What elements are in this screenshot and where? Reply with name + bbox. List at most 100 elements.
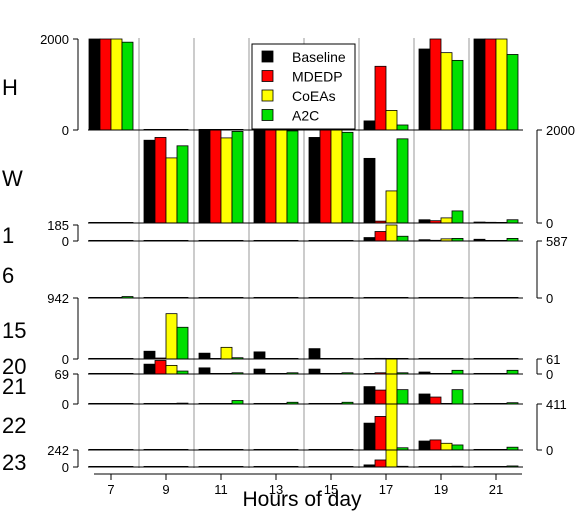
y-tick-label-H-1: 2000	[40, 32, 69, 47]
bar-W-9-mdedp	[154, 137, 167, 224]
x-tick-label-19: 19	[434, 482, 448, 497]
bar-W-17-baseline	[363, 157, 376, 224]
x-tick-label-15: 15	[324, 482, 338, 497]
bar-20-15-baseline	[308, 368, 321, 375]
y-tick-label-1-0: 0	[62, 234, 69, 249]
bar-15-11-coeas	[220, 346, 233, 360]
bar-21-11-a2c	[231, 400, 244, 405]
bar-22-17-coeas	[385, 403, 398, 451]
panel-label-W: W	[2, 166, 23, 191]
legend-swatch-a2c	[261, 109, 274, 121]
bar-H-19-coeas	[440, 52, 453, 131]
bar-15-11-baseline	[198, 352, 211, 360]
bar-W-9-coeas	[165, 157, 178, 224]
bar-W-15-baseline	[308, 137, 321, 224]
bar-H-19-baseline	[418, 48, 431, 131]
bar-20-19-a2c	[451, 369, 464, 375]
panel-label-21: 21	[2, 374, 26, 399]
bar-H-17-coeas	[385, 110, 398, 131]
bar-W-17-coeas	[385, 190, 398, 224]
legend-swatch-mdedp	[261, 70, 274, 82]
x-tick-label-7: 7	[107, 482, 114, 497]
bar-W-13-baseline	[253, 129, 266, 224]
y-tick-label-21-0: 0	[62, 397, 69, 412]
bar-1-17-mdedp	[374, 231, 387, 242]
panel-label-1: 1	[2, 223, 14, 248]
legend-swatch-baseline	[261, 50, 274, 63]
bar-H-7-coeas	[110, 38, 123, 131]
bar-H-21-mdedp	[484, 38, 497, 131]
bar-W-15-mdedp	[319, 129, 332, 224]
bar-15-9-baseline	[143, 350, 156, 360]
bar-W-15-a2c	[341, 131, 354, 224]
bar-21-17-baseline	[363, 386, 376, 405]
bar-23-17-coeas	[385, 449, 398, 468]
bar-W-19-a2c	[451, 210, 464, 224]
legend: Baseline MDEDP CoEAs A2C	[251, 43, 356, 130]
bar-H-7-a2c	[121, 41, 134, 131]
x-tick-label-9: 9	[162, 482, 169, 497]
x-axis: 7 9 11 13 15 17 19 21	[94, 473, 522, 497]
bar-21-19-baseline	[418, 393, 431, 405]
panel-label-H: H	[2, 75, 18, 100]
y-tick-label-W-1: 2000	[546, 123, 575, 138]
legend-label-baseline: Baseline	[292, 49, 346, 65]
panel-label-15: 15	[2, 318, 26, 343]
bar-21-19-a2c	[451, 389, 464, 405]
bar-1-17-coeas	[385, 224, 398, 242]
bar-H-21-baseline	[473, 38, 486, 131]
legend-label-a2c: A2C	[292, 108, 319, 124]
legend-label-coeas: CoEAs	[292, 88, 336, 104]
x-tick-label-13: 13	[269, 482, 283, 497]
y-tick-label-22-1: 411	[546, 397, 567, 412]
bar-22-19-baseline	[418, 440, 431, 451]
bar-22-19-mdedp	[429, 439, 442, 451]
bar-W-13-mdedp	[264, 129, 277, 224]
bar-H-17-a2c	[396, 124, 409, 131]
bar-W-11-mdedp	[209, 129, 222, 224]
bar-W-11-baseline	[198, 129, 211, 224]
y-tick-label-6-0: 0	[546, 291, 553, 306]
y-tick-label-15-1: 942	[47, 291, 69, 306]
bar-W-9-a2c	[176, 145, 189, 224]
bar-22-17-baseline	[363, 422, 376, 451]
bar-15-9-coeas	[165, 313, 178, 360]
y-tick-label-22-0: 0	[546, 443, 553, 458]
bar-1-17-a2c	[396, 235, 409, 242]
bar-21-19-mdedp	[429, 396, 442, 405]
bar-22-17-mdedp	[374, 416, 387, 451]
bar-H-7-mdedp	[99, 38, 112, 131]
bar-H-21-a2c	[506, 54, 519, 131]
bar-20-17-coeas	[385, 358, 398, 375]
bar-W-11-coeas	[220, 137, 233, 224]
panel-baselines	[88, 129, 523, 468]
legend-label-mdedp: MDEDP	[292, 69, 343, 85]
bar-W-13-a2c	[286, 130, 299, 224]
bar-20-9-baseline	[143, 363, 156, 375]
panel-label-20: 20	[2, 354, 26, 379]
y-tick-label-21-1: 69	[55, 367, 69, 382]
bar-15-15-baseline	[308, 348, 321, 360]
y-tick-label-W-0: 0	[546, 216, 553, 231]
bar-H-7-baseline	[88, 38, 101, 131]
y-tick-label-1-1: 185	[47, 218, 69, 233]
x-axis-label: Hours of day	[242, 488, 362, 511]
bar-W-11-a2c	[231, 130, 244, 224]
bar-20-11-baseline	[198, 367, 211, 375]
x-tick-label-11: 11	[214, 482, 228, 497]
bar-21-17-a2c	[396, 389, 409, 405]
bar-1-17-baseline	[363, 237, 376, 242]
y-axes: 02000H02000W0185105876094215061200692104…	[2, 32, 575, 475]
bar-H-21-coeas	[495, 38, 508, 131]
y-tick-label-23-0: 0	[62, 460, 69, 475]
panel-label-6: 6	[2, 263, 14, 288]
bar-H-19-mdedp	[429, 38, 442, 131]
y-tick-label-15-0: 0	[62, 352, 69, 367]
y-tick-label-6-1: 587	[546, 234, 568, 249]
bar-22-19-a2c	[451, 444, 464, 451]
panel-label-23: 23	[2, 450, 26, 475]
bar-23-17-mdedp	[374, 459, 387, 468]
bar-20-9-coeas	[165, 364, 178, 375]
y-tick-label-23-1: 242	[47, 443, 69, 458]
